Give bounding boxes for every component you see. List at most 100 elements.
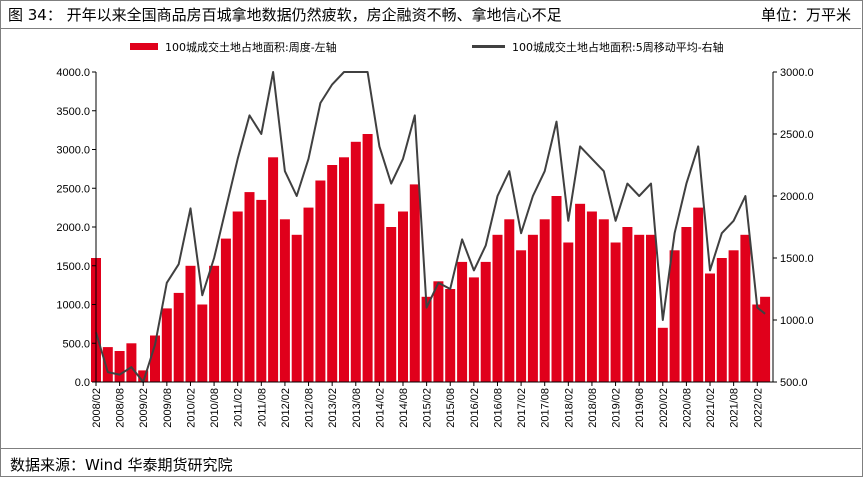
x-tick-label: 2021/02 bbox=[705, 388, 717, 428]
bar-mark bbox=[409, 184, 420, 382]
bar-mark bbox=[445, 289, 456, 382]
bar-mark bbox=[114, 351, 125, 382]
bar-mark bbox=[516, 250, 527, 383]
x-tick-label: 2008/08 bbox=[115, 388, 127, 428]
bar-mark bbox=[492, 234, 503, 383]
legend-bar-swatch bbox=[130, 43, 158, 50]
x-tick-label: 2017/08 bbox=[540, 388, 552, 428]
bar-mark bbox=[126, 343, 137, 383]
bar-mark bbox=[728, 250, 739, 383]
bar-mark bbox=[610, 242, 621, 382]
bar-mark bbox=[220, 238, 231, 382]
unit-label: 单位：万平米 bbox=[760, 6, 851, 24]
left-tick-label: 1500.0 bbox=[56, 261, 90, 273]
chart-header: 图 34： 开年以来全国商品房百城拿地数据仍然疲软，房企融资不畅、拿地信心不足 … bbox=[0, 0, 861, 29]
bar-mark bbox=[504, 219, 515, 383]
bar-mark bbox=[752, 304, 763, 382]
x-tick-label: 2018/02 bbox=[563, 388, 575, 428]
bar-mark bbox=[303, 207, 314, 382]
right-tick-label: 1000.0 bbox=[780, 315, 814, 327]
x-tick-label: 2016/08 bbox=[493, 388, 505, 428]
bar-mark bbox=[150, 335, 160, 382]
right-tick-labels: 500.0 1000.0 1500.0 2000.0 2500.0 3000.0 bbox=[773, 67, 814, 389]
bar-mark bbox=[138, 370, 149, 382]
right-tick-label: 2500.0 bbox=[780, 129, 814, 141]
x-tick-label: 2010/02 bbox=[186, 388, 198, 428]
x-tick-label: 2016/02 bbox=[469, 388, 481, 428]
bar-mark bbox=[598, 219, 609, 383]
bar-mark bbox=[102, 347, 113, 382]
bar-mark bbox=[185, 265, 196, 383]
bar-mark bbox=[339, 157, 349, 383]
x-tick-label: 2013/08 bbox=[351, 388, 363, 428]
x-tick-label: 2008/02 bbox=[91, 388, 103, 428]
x-tick-label: 2020/08 bbox=[681, 388, 693, 428]
bar-mark bbox=[209, 265, 220, 383]
left-tick-label: 2500.0 bbox=[56, 183, 90, 195]
bar-mark bbox=[646, 234, 656, 383]
left-tick-label: 3000.0 bbox=[56, 145, 90, 157]
moving-average-line bbox=[95, 71, 766, 383]
left-tick-label: 0.0 bbox=[75, 377, 90, 389]
bar-mark bbox=[539, 219, 550, 383]
bar-mark bbox=[279, 219, 290, 383]
x-tick-label: 2019/02 bbox=[611, 388, 623, 428]
bar-mark bbox=[457, 261, 468, 382]
bar-mark bbox=[575, 203, 586, 383]
land-area-chart: 100城成交土地占地面积:周度-左轴 100城成交土地占地面积:5周移动平均-右… bbox=[56, 40, 814, 428]
bar-mark bbox=[327, 165, 338, 382]
left-tick-label: 2000.0 bbox=[56, 222, 90, 234]
left-tick-labels: 0.0 500.0 1000.0 1500.0 2000.0 2500.0 3000.0 35… bbox=[56, 67, 96, 389]
bar-mark bbox=[634, 234, 645, 383]
bar-mark bbox=[527, 234, 538, 383]
x-tick-label: 2021/08 bbox=[729, 388, 741, 428]
x-tick-label: 2014/08 bbox=[398, 388, 410, 428]
bar-mark bbox=[291, 234, 302, 383]
right-tick-label: 500.0 bbox=[780, 377, 808, 389]
legend-bar-label: 100城成交土地占地面积:周度-左轴 bbox=[165, 40, 337, 54]
bar-mark bbox=[433, 281, 444, 383]
bar-mark bbox=[173, 292, 184, 382]
left-tick-label: 3500.0 bbox=[56, 106, 90, 118]
bar-mark bbox=[421, 296, 432, 383]
left-tick-label: 500.0 bbox=[62, 338, 90, 350]
x-tick-label: 2018/08 bbox=[587, 388, 599, 428]
right-tick-label: 3000.0 bbox=[780, 67, 814, 79]
left-tick-label: 1000.0 bbox=[56, 300, 90, 312]
bar-mark bbox=[386, 227, 397, 382]
x-tick-label: 2011/08 bbox=[256, 388, 268, 427]
bar-mark bbox=[468, 277, 479, 382]
bar-mark bbox=[622, 227, 633, 382]
bar-mark bbox=[374, 203, 385, 383]
bar-mark bbox=[716, 258, 727, 382]
legend-line-label: 100城成交土地占地面积:5周移动平均-右轴 bbox=[512, 40, 724, 54]
chart-footer: 数据来源：Wind 华泰期货研究院 bbox=[0, 448, 861, 476]
x-tick-label: 2022/02 bbox=[752, 388, 764, 428]
x-tick-label: 2012/08 bbox=[304, 388, 316, 428]
bar-mark bbox=[315, 180, 326, 382]
x-tick-label: 2009/08 bbox=[162, 388, 174, 428]
x-tick-label: 2015/08 bbox=[445, 388, 457, 428]
x-tick-labels: 2008/02 2008/08 2009/02 2009/08 2010/02 2010/… bbox=[91, 382, 764, 428]
right-tick-label: 1500.0 bbox=[780, 253, 814, 265]
figure-title: 图 34： 开年以来全国商品房百城拿地数据仍然疲软，房企融资不畅、拿地信心不足 bbox=[8, 6, 562, 24]
bar-mark bbox=[398, 211, 408, 382]
bar-mark bbox=[740, 234, 751, 383]
source-note: 数据来源：Wind 华泰期货研究院 bbox=[10, 456, 233, 474]
bar-mark bbox=[268, 157, 279, 383]
x-tick-label: 2014/02 bbox=[374, 388, 386, 428]
bar-mark bbox=[669, 250, 680, 383]
bar-mark bbox=[161, 308, 172, 382]
x-tick-label: 2012/02 bbox=[280, 388, 292, 428]
x-tick-label: 2010/08 bbox=[209, 388, 221, 428]
bar-mark bbox=[551, 196, 562, 382]
bar-mark bbox=[681, 227, 692, 382]
bar-series bbox=[91, 134, 771, 383]
left-tick-label: 4000.0 bbox=[56, 67, 90, 79]
bar-mark bbox=[232, 211, 243, 382]
legend: 100城成交土地占地面积:周度-左轴 100城成交土地占地面积:5周移动平均-右… bbox=[130, 40, 724, 54]
x-tick-label: 2011/02 bbox=[233, 388, 245, 427]
x-tick-label: 2013/02 bbox=[327, 388, 339, 428]
bar-mark bbox=[693, 207, 704, 382]
right-tick-label: 2000.0 bbox=[780, 191, 814, 203]
